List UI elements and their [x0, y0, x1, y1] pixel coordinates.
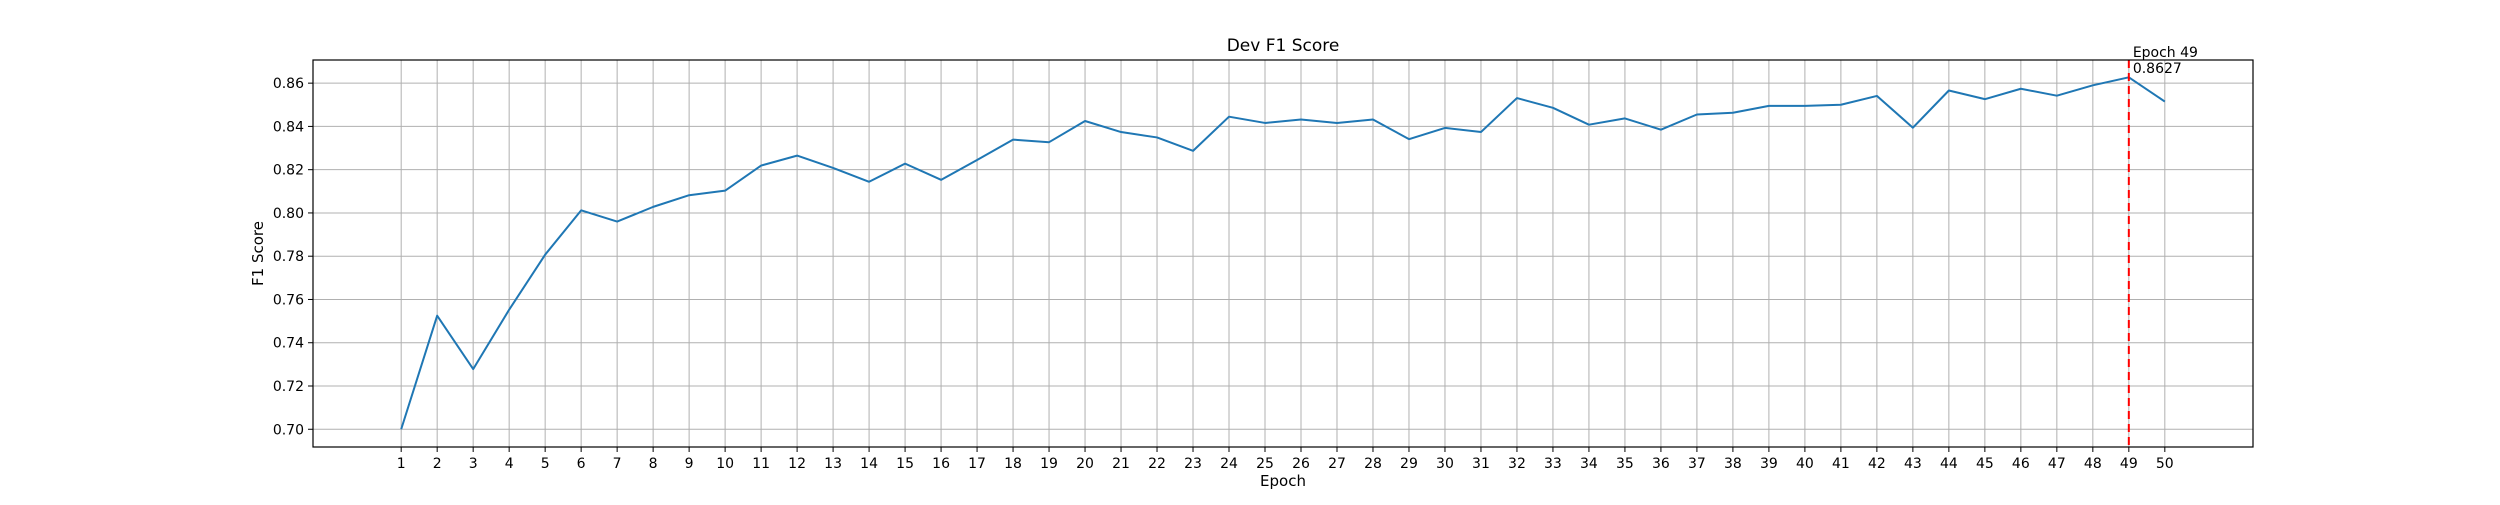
x-axis-title: Epoch	[1260, 472, 1306, 490]
best-epoch-label: Epoch 49	[2133, 45, 2198, 61]
x-tick-label: 47	[2048, 456, 2066, 472]
x-tick-label: 29	[1400, 456, 1418, 472]
x-tick-label: 39	[1760, 456, 1778, 472]
x-tick-label: 45	[1976, 456, 1994, 472]
grid	[313, 60, 2253, 447]
x-tick-label: 5	[541, 456, 550, 472]
x-tick-label: 14	[860, 456, 878, 472]
x-tick-label: 20	[1076, 456, 1094, 472]
x-tick-label: 23	[1184, 456, 1202, 472]
x-tick-label: 48	[2084, 456, 2102, 472]
x-tick-label: 40	[1796, 456, 1814, 472]
x-tick-label: 1	[397, 456, 406, 472]
x-tick-label: 13	[824, 456, 842, 472]
y-tick-label: 0.72	[273, 379, 304, 395]
x-tick-label: 15	[896, 456, 914, 472]
x-tick-label: 19	[1040, 456, 1058, 472]
x-tick-label: 25	[1256, 456, 1274, 472]
plot-area-frame	[313, 60, 2253, 447]
best-score-label: 0.8627	[2133, 61, 2182, 77]
x-tick-label: 27	[1328, 456, 1346, 472]
x-tick-label: 28	[1364, 456, 1382, 472]
x-tick-label: 26	[1292, 456, 1310, 472]
x-tick-label: 17	[968, 456, 986, 472]
x-tick-label: 7	[613, 456, 622, 472]
x-tick-label: 4	[505, 456, 514, 472]
y-axis-title: F1 Score	[249, 221, 267, 286]
y-tick-label: 0.76	[273, 292, 304, 308]
x-tick-label: 24	[1220, 456, 1238, 472]
x-tick-label: 30	[1436, 456, 1454, 472]
x-tick-label: 41	[1832, 456, 1850, 472]
chart-title: Dev F1 Score	[1227, 36, 1340, 56]
x-tick-label: 46	[2012, 456, 2030, 472]
y-tick-label: 0.80	[273, 206, 304, 222]
x-tick-label: 8	[649, 456, 658, 472]
x-tick-label: 2	[433, 456, 442, 472]
x-tick-label: 22	[1148, 456, 1166, 472]
x-tick-label: 10	[716, 456, 734, 472]
x-tick-label: 37	[1688, 456, 1706, 472]
y-tick-label: 0.70	[273, 422, 304, 438]
y-tick-label: 0.82	[273, 163, 304, 179]
x-tick-label: 38	[1724, 456, 1742, 472]
x-tick-label: 3	[469, 456, 478, 472]
x-tick-label: 43	[1904, 456, 1922, 472]
x-tick-label: 18	[1004, 456, 1022, 472]
x-tick-label: 16	[932, 456, 950, 472]
y-tick-label: 0.78	[273, 249, 304, 265]
y-tick-label: 0.74	[273, 336, 304, 352]
series-line	[401, 77, 2165, 429]
y-axis-ticks: 0.70 0.72 0.74 0.76 0.78 0.80 0.82 0.84 0.86	[273, 76, 313, 438]
best-epoch-marker: Epoch 490.8627	[2129, 45, 2198, 447]
x-tick-label: 34	[1580, 456, 1598, 472]
x-tick-label: 36	[1652, 456, 1670, 472]
x-tick-label: 9	[685, 456, 694, 472]
x-tick-label: 49	[2120, 456, 2138, 472]
x-tick-label: 11	[752, 456, 770, 472]
x-tick-label: 42	[1868, 456, 1886, 472]
x-tick-label: 21	[1112, 456, 1130, 472]
x-tick-label: 50	[2156, 456, 2174, 472]
x-tick-label: 32	[1508, 456, 1526, 472]
y-tick-label: 0.84	[273, 119, 304, 135]
x-tick-label: 35	[1616, 456, 1634, 472]
x-tick-label: 31	[1472, 456, 1490, 472]
x-tick-label: 33	[1544, 456, 1562, 472]
x-tick-label: 44	[1940, 456, 1958, 472]
x-tick-label: 12	[788, 456, 806, 472]
x-tick-label: 6	[577, 456, 586, 472]
series-layer	[401, 77, 2165, 429]
y-tick-label: 0.86	[273, 76, 304, 92]
